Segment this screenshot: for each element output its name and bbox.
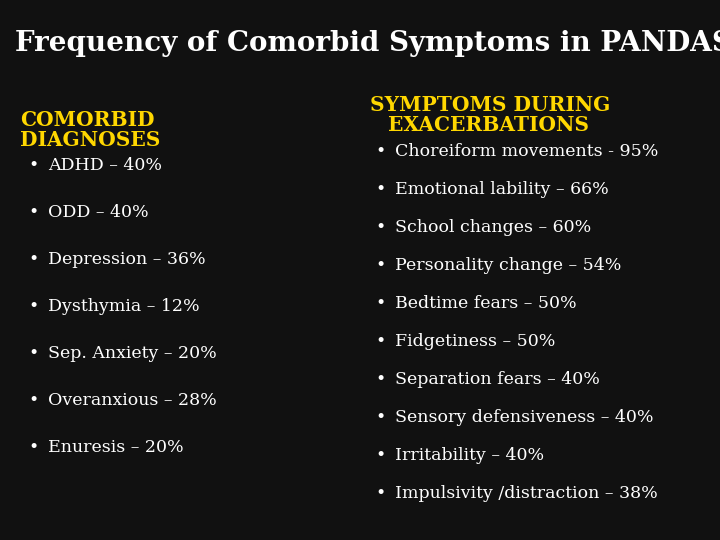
Text: •: •	[28, 439, 38, 456]
Text: Depression – 36%: Depression – 36%	[48, 251, 206, 268]
Text: •: •	[375, 181, 385, 198]
Text: •: •	[375, 257, 385, 274]
Text: ADHD – 40%: ADHD – 40%	[48, 157, 162, 174]
Text: EXACERBATIONS: EXACERBATIONS	[388, 115, 589, 135]
Text: Choreiform movements - 95%: Choreiform movements - 95%	[395, 143, 658, 160]
Text: •: •	[375, 447, 385, 464]
Text: ODD – 40%: ODD – 40%	[48, 204, 148, 221]
Text: •: •	[375, 295, 385, 312]
Text: Fidgetiness – 50%: Fidgetiness – 50%	[395, 333, 555, 350]
Text: Personality change – 54%: Personality change – 54%	[395, 257, 621, 274]
Text: Bedtime fears – 50%: Bedtime fears – 50%	[395, 295, 577, 312]
Text: •: •	[28, 345, 38, 362]
Text: Frequency of Comorbid Symptoms in PANDAS: Frequency of Comorbid Symptoms in PANDAS	[15, 30, 720, 57]
Text: Emotional lability – 66%: Emotional lability – 66%	[395, 181, 608, 198]
Text: •: •	[28, 157, 38, 174]
Text: Enuresis – 20%: Enuresis – 20%	[48, 439, 184, 456]
Text: •: •	[375, 219, 385, 236]
Text: •: •	[375, 333, 385, 350]
Text: •: •	[375, 409, 385, 426]
Text: •: •	[28, 298, 38, 315]
Text: •: •	[375, 485, 385, 502]
Text: •: •	[28, 392, 38, 409]
Text: Irritability – 40%: Irritability – 40%	[395, 447, 544, 464]
Text: DIAGNOSES: DIAGNOSES	[20, 130, 161, 150]
Text: •: •	[375, 371, 385, 388]
Text: School changes – 60%: School changes – 60%	[395, 219, 591, 236]
Text: Impulsivity /distraction – 38%: Impulsivity /distraction – 38%	[395, 485, 658, 502]
Text: COMORBID: COMORBID	[20, 110, 155, 130]
Text: Dysthymia – 12%: Dysthymia – 12%	[48, 298, 199, 315]
Text: Overanxious – 28%: Overanxious – 28%	[48, 392, 217, 409]
Text: Separation fears – 40%: Separation fears – 40%	[395, 371, 600, 388]
Text: •: •	[28, 204, 38, 221]
Text: •: •	[375, 143, 385, 160]
Text: •: •	[28, 251, 38, 268]
Text: SYMPTOMS DURING: SYMPTOMS DURING	[370, 95, 611, 115]
Text: Sep. Anxiety – 20%: Sep. Anxiety – 20%	[48, 345, 217, 362]
Text: Sensory defensiveness – 40%: Sensory defensiveness – 40%	[395, 409, 654, 426]
